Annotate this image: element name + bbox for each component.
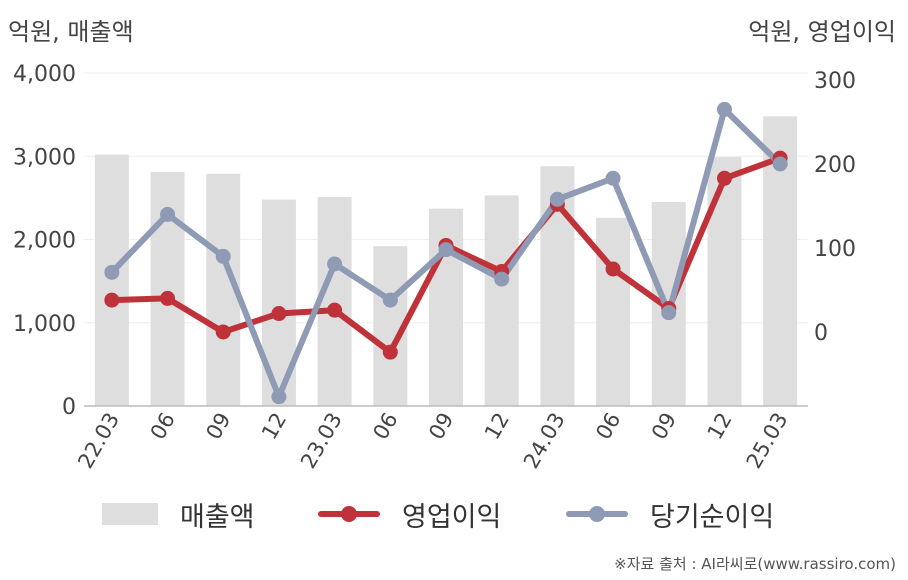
legend-swatch-operating-profit [318,503,380,525]
series-point [494,271,510,287]
y-left-tick-label: 1,000 [13,312,76,337]
bar-revenue [94,154,129,406]
series-point [215,248,231,264]
bar-revenue [596,217,631,406]
legend-item-operating-profit: 영업이익 [318,492,501,536]
y-right-tick-label: 100 [814,237,856,262]
x-tick-label: 12 [257,409,291,444]
y-left-tick-label: 3,000 [13,145,76,170]
combo-chart: 0 1,000 2,000 3,000 4,000 0 100 200 300 22.03 06 09… [13,62,856,473]
series-point [327,256,343,272]
legend-swatch-net-income [566,503,628,525]
bar-revenue [707,157,742,406]
x-tick-label: 09 [424,409,458,444]
right-axis-unit: 억원, 영업이익 [748,18,896,46]
series-point [549,191,565,207]
left-axis-unit: 억원, 매출액 [8,18,134,46]
x-tick-label: 12 [480,409,514,444]
legend-label-revenue: 매출액 [180,501,255,533]
legend-swatch-revenue [102,503,158,525]
y-left-tick-label: 4,000 [13,62,76,87]
legend-label-net-income: 당기순이익 [650,501,775,533]
series-point [104,264,120,280]
series-point [605,170,621,186]
x-tick-label: 25.03 [742,409,793,473]
series-point [271,389,287,405]
y-left-tick-label: 2,000 [13,229,76,254]
x-tick-label: 06 [591,409,625,444]
x-tick-label: 09 [201,409,235,444]
series-point [716,170,732,186]
bar-revenue [317,197,352,406]
series-point [215,324,231,340]
legend-item-revenue: 매출액 [102,492,255,536]
series-point [160,206,176,222]
bar-revenue [484,195,519,406]
x-tick-label: 06 [368,409,402,444]
series-point [271,306,287,322]
series-point [605,261,621,277]
series-point [661,305,677,321]
series-point [160,290,176,306]
series-point [438,242,454,258]
x-tick-label: 24.03 [519,409,570,473]
series-point [382,292,398,308]
x-tick-label: 06 [146,409,180,444]
series-point [772,156,788,172]
series-point [104,292,120,308]
legend-item-net-income: 당기순이익 [566,492,774,536]
legend: 매출액 영업이익 당기순이익 [0,492,908,536]
x-tick-label: 12 [703,409,737,444]
legend-label-operating-profit: 영업이익 [402,501,502,533]
y-right-tick-label: 200 [814,153,856,178]
x-tick-label: 09 [647,409,681,444]
series-point [382,344,398,360]
y-right-tick-label: 300 [814,69,856,94]
series-point [327,302,343,318]
source-note: ※자료 출처 : AI라씨로(www.rassiro.com) [614,555,896,573]
series-point [716,101,732,117]
x-tick-label: 23.03 [296,409,347,473]
x-tick-label: 22.03 [73,409,124,473]
y-right-tick-label: 0 [814,321,828,346]
y-left-tick-label: 0 [62,395,76,420]
